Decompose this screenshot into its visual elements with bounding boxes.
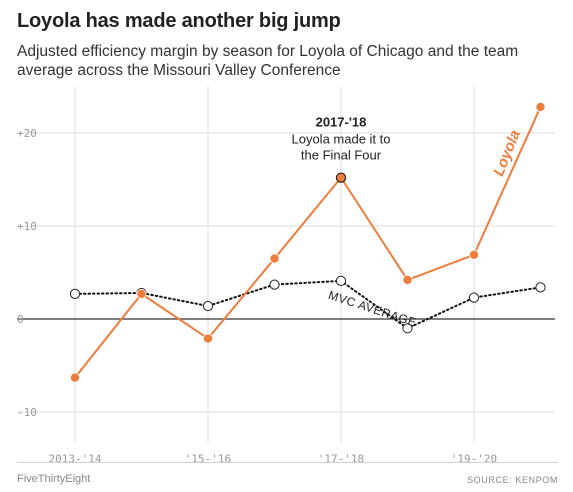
annotation-line-1: Loyola made it to (291, 132, 390, 147)
x-tick-label: 2013-'14 (49, 453, 102, 462)
mvc-point (468, 292, 480, 303)
line-chart: +20 +10 0 -10 2013-'14 '15-'16 '17-'18 '19-'20 2… (17, 86, 555, 462)
x-tick-label: '19-'20 (451, 453, 497, 462)
y-tick-label: +20 (17, 127, 37, 140)
chart-title: Loyola has made another big jump (17, 10, 341, 32)
x-tick-label: '17-'18 (318, 453, 364, 462)
brand-label: FiveThirtyEight (17, 473, 91, 485)
loyola-point (136, 288, 147, 299)
y-tick-label: 0 (17, 313, 24, 326)
chart-subtitle: Adjusted efficiency margin by season for… (17, 43, 519, 79)
source-label: SOURCE: KENPOM (467, 475, 558, 485)
loyola-point (70, 372, 81, 383)
mvc-average-line (74, 279, 542, 330)
x-tick-label: '15-'16 (185, 453, 231, 462)
annotation-line-2: the Final Four (301, 148, 382, 163)
mvc-series-label: MVC AVERAGE (327, 288, 419, 330)
loyola-point (269, 253, 280, 264)
mvc-point (202, 300, 214, 312)
y-tick-label: -10 (17, 406, 37, 419)
mvc-point (535, 282, 546, 293)
mvc-point (269, 279, 280, 290)
loyola-point (202, 333, 213, 344)
footer-divider (17, 462, 558, 463)
y-tick-label: +10 (17, 220, 37, 233)
loyola-line (74, 106, 542, 379)
annotation-heading: 2017-'18 (316, 115, 367, 130)
loyola-highlight-point (335, 172, 347, 183)
mvc-point (402, 323, 413, 334)
loyola-point (468, 249, 479, 260)
mvc-point (69, 288, 81, 299)
loyola-point (535, 101, 546, 112)
loyola-point (402, 274, 413, 285)
mvc-point (335, 275, 347, 286)
